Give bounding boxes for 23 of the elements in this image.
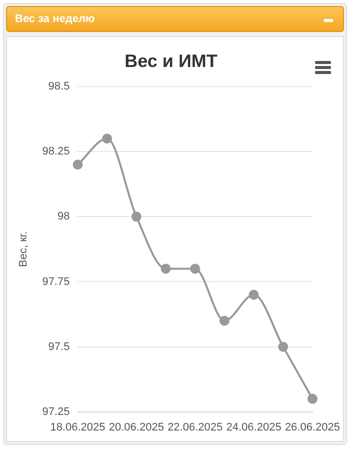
- y-axis-title: Вес, кг.: [18, 231, 30, 268]
- x-tick-label: 26.06.2025: [284, 421, 340, 434]
- point: [278, 342, 288, 352]
- x-tick-label: 24.06.2025: [226, 421, 282, 434]
- point: [102, 134, 112, 144]
- y-tick-label: 98: [57, 210, 70, 223]
- y-tick-label: 98.5: [48, 80, 70, 93]
- point: [190, 264, 200, 274]
- point: [307, 394, 318, 404]
- chart-subtitle: Вес за неделю: [15, 13, 95, 25]
- point: [219, 316, 230, 326]
- x-tick-label: 22.06.2025: [168, 421, 223, 434]
- x-tick-label: 18.06.2025: [50, 421, 106, 434]
- point: [248, 290, 259, 300]
- y-tick-label: 97.5: [48, 340, 70, 353]
- x-tick-label: 20.06.2025: [108, 421, 164, 434]
- y-tick-label: 97.75: [42, 276, 70, 288]
- point: [72, 160, 83, 170]
- y-tick-label: 98.25: [42, 146, 70, 158]
- point: [131, 212, 142, 222]
- y-tick-label: 97.25: [42, 406, 70, 418]
- chart-title: Вес и ИМТ: [124, 50, 218, 71]
- point: [160, 264, 171, 274]
